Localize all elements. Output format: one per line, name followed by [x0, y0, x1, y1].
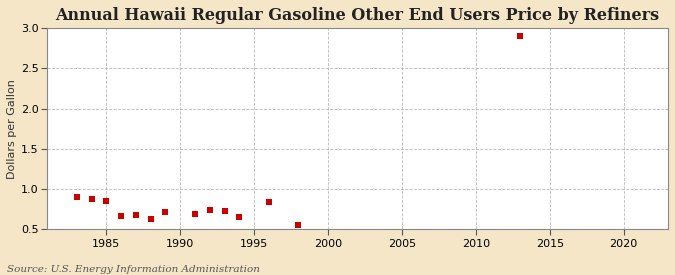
- Point: [263, 200, 274, 204]
- Point: [515, 34, 526, 39]
- Point: [160, 210, 171, 214]
- Point: [234, 215, 245, 219]
- Point: [219, 209, 230, 214]
- Point: [145, 216, 156, 221]
- Point: [72, 195, 82, 199]
- Point: [205, 208, 215, 212]
- Point: [293, 223, 304, 227]
- Y-axis label: Dollars per Gallon: Dollars per Gallon: [7, 79, 17, 179]
- Point: [101, 199, 112, 203]
- Point: [115, 214, 126, 218]
- Text: Source: U.S. Energy Information Administration: Source: U.S. Energy Information Administ…: [7, 265, 260, 274]
- Point: [190, 212, 200, 216]
- Point: [86, 196, 97, 201]
- Point: [130, 213, 141, 218]
- Title: Annual Hawaii Regular Gasoline Other End Users Price by Refiners: Annual Hawaii Regular Gasoline Other End…: [55, 7, 659, 24]
